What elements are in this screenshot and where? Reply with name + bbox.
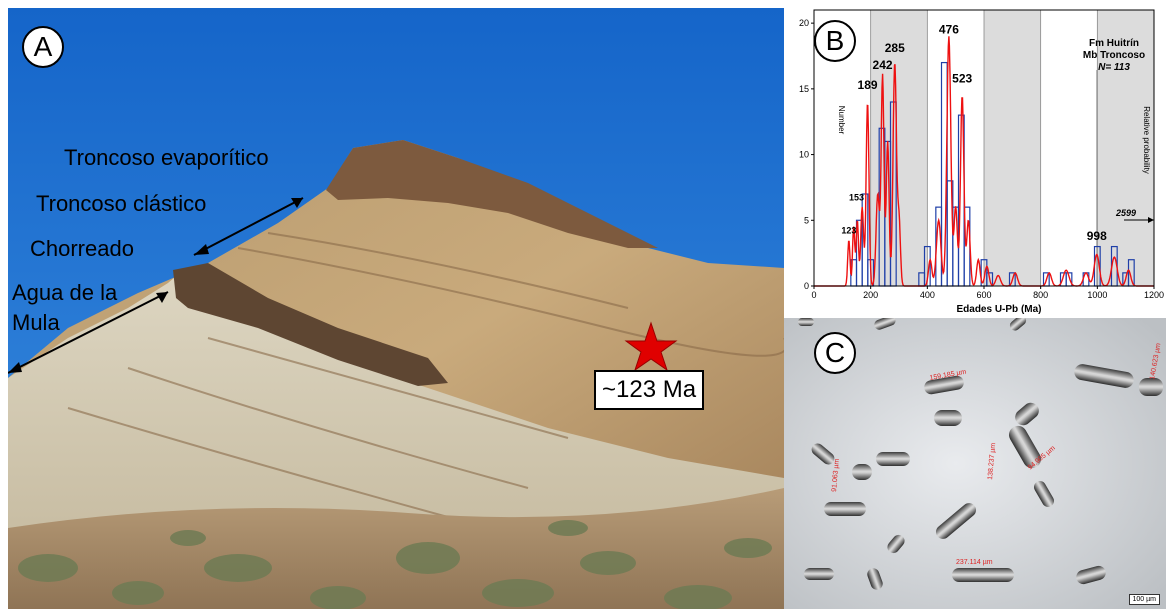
unit-label-troncoso-clastico: Troncoso clástico [36,191,207,216]
measurement-4: 138.237 µm [987,442,997,480]
gray-band-0 [870,10,928,286]
arrow-agua-de-la-mula [8,291,169,374]
resistant-ledge [173,263,448,386]
y-tick-label-1: 5 [804,215,809,225]
age-label: ~123 Ma [594,370,705,410]
arrow-chorreado [193,197,304,256]
x-tick-label-0: 0 [811,290,816,300]
gray-band-2 [1097,10,1154,286]
panel-a-label: A [22,26,64,68]
strata-lines [67,232,784,529]
panel-b-label: B [814,20,856,62]
peak-label-4: 285 [885,41,905,55]
offscale-age-label: 2599 [1115,208,1136,218]
x-tick-label-5: 1000 [1087,290,1107,300]
arrow-heads [8,198,303,373]
unit-label-agua-de-la: Agua de la [12,280,118,305]
y-tick-label-4: 20 [799,18,809,28]
histogram-chart: 0 200 400 600 800 1000 1200 0 5 10 15 20 123 153 189 2… [799,9,1164,315]
foreground [8,488,784,609]
peak-label-0: 123 [841,225,856,235]
gray-band-1 [984,10,1041,286]
age-histogram-panel: 0 200 400 600 800 1000 1200 0 5 10 15 20 123 153 189 2… [784,0,1166,318]
y-axis-label-left: Number [837,106,846,135]
measurement-6: 237.114 µm [956,559,993,566]
x-tick-label-3: 600 [976,290,991,300]
unit-label-troncoso-evaporitico: Troncoso evaporítico [64,145,269,170]
scale-bar: 100 µm [1128,594,1160,605]
probability-curve [814,36,1154,287]
shrubs [18,520,772,609]
peak-label-7: 998 [1087,229,1107,243]
peak-label-2: 189 [858,78,878,92]
panel-c-label: C [814,332,856,374]
unit-label-chorreado: Chorreado [30,236,134,261]
x-tick-label-1: 200 [863,290,878,300]
outcrop-photo [8,8,784,609]
peak-label-5: 476 [939,23,959,37]
y-tick-label-0: 0 [804,281,809,291]
caprock [326,140,658,248]
peak-label-3: 242 [873,58,893,72]
y-tick-label-3: 15 [799,84,809,94]
x-tick-label-6: 1200 [1144,290,1164,300]
chart-title-line-1: Fm Huitrín [1089,38,1139,49]
zircon-micrograph-panel: 159.185 µm 140.623 µm 94.905 µm 138.237 … [784,318,1166,609]
y-tick-label-2: 10 [799,150,809,160]
sample-star-icon [624,321,678,372]
y-axis-label-right: Relative probability [1142,106,1151,174]
sample-count: N= 113 [1098,62,1130,73]
chart-title-line-2: Mb Troncoso [1083,50,1145,61]
x-axis-label: Edades U-Pb (Ma) [956,304,1041,315]
unit-label-mula: Mula [12,310,60,335]
offscale-arrowhead-icon [1148,217,1154,223]
measurement-5: 91.063 µm [831,458,841,492]
x-tick-label-2: 400 [920,290,935,300]
zircon-grains [798,318,1163,590]
unit-arrows [8,197,304,374]
peak-label-1: 153 [849,193,864,203]
x-tick-label-4: 800 [1033,290,1048,300]
peak-label-6: 523 [952,71,972,85]
field-photo-panel: A Troncoso evaporítico Troncoso clástico… [8,8,784,609]
